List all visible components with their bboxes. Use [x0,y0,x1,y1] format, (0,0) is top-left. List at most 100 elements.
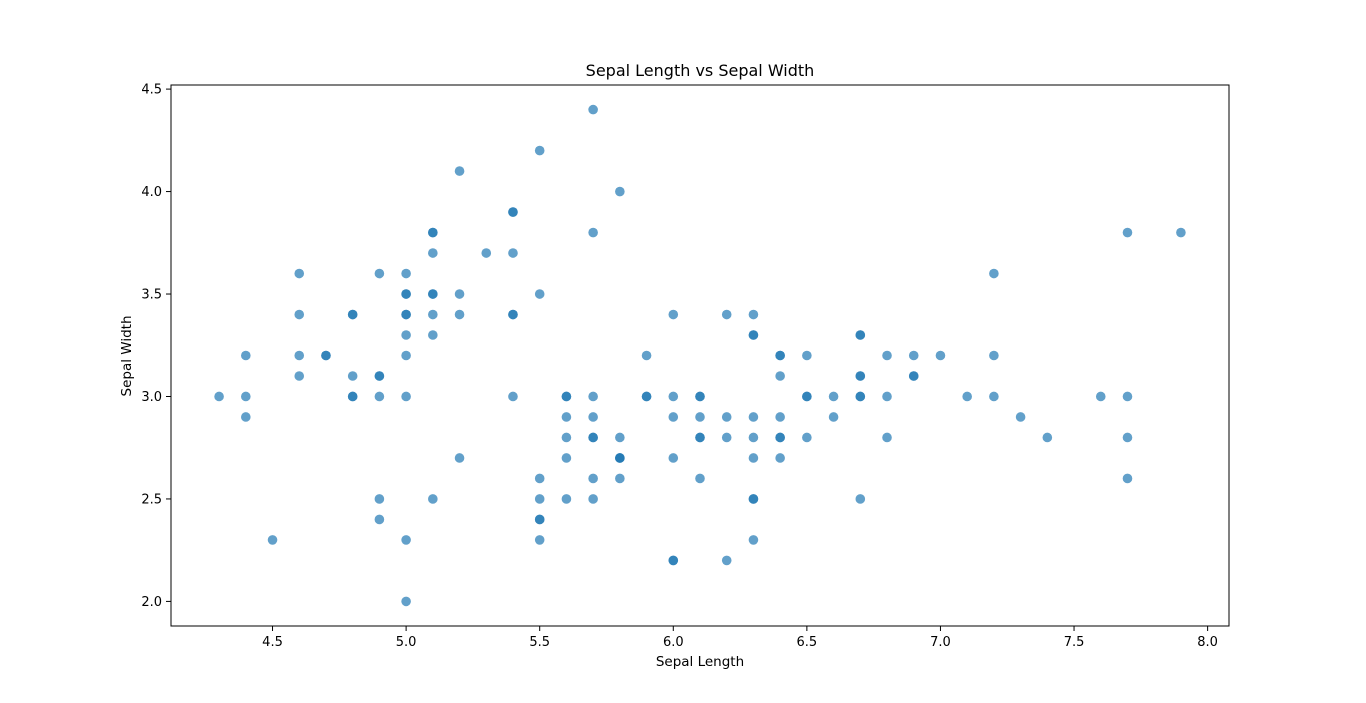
x-tick-label: 4.5 [262,635,283,650]
data-point [668,453,679,463]
data-point [401,268,411,279]
data-point [748,432,759,443]
data-point [588,494,598,504]
data-point [721,432,732,443]
data-point [615,453,625,463]
data-point [401,289,411,299]
data-point [1122,227,1133,238]
data-point [454,453,465,463]
data-point [775,371,785,381]
data-point [588,432,598,443]
data-point [347,371,358,381]
data-point [775,350,785,361]
x-axis-label: Sepal Length [656,654,744,670]
data-point [241,350,251,361]
data-point [908,371,919,381]
data-point [588,473,598,484]
data-point [882,350,892,361]
data-point [347,309,358,320]
data-point [615,473,625,484]
y-tick-label: 4.0 [141,185,162,200]
data-point [508,309,518,320]
data-point [802,350,812,361]
data-point [508,391,518,402]
data-point [588,412,598,422]
data-point [428,309,438,320]
x-tick-label: 5.0 [396,635,417,650]
data-point [401,535,411,545]
data-point [962,391,972,402]
data-point [374,391,385,402]
data-point [428,330,438,340]
data-point [241,391,251,402]
data-point [1176,227,1186,238]
data-point [294,350,305,361]
data-point [641,391,652,402]
data-point [374,514,385,525]
data-point [721,412,732,422]
data-point [588,391,598,402]
data-point [695,432,705,443]
data-point [855,371,866,381]
data-point [802,391,812,402]
data-point [641,350,652,361]
data-point [775,412,785,422]
data-point [748,309,759,320]
data-point [588,227,598,238]
data-point [508,207,518,217]
data-point [588,104,598,115]
data-point [241,412,251,422]
x-axis: 4.5 5.0 5.5 6.0 6.5 7.0 7.5 8.0 [262,626,1218,650]
data-point [748,330,759,340]
data-point [428,248,438,258]
data-point [534,514,545,525]
data-point [775,453,785,463]
y-tick-label: 2.5 [141,492,162,507]
data-point [401,596,411,607]
data-point [668,391,679,402]
data-point [561,432,572,443]
data-point [534,473,545,484]
x-tick-label: 7.5 [1064,635,1085,650]
data-point [855,330,866,340]
axes-frame [170,84,1230,627]
data-point [775,432,785,443]
data-point [855,494,866,504]
data-point [668,555,679,566]
x-tick-label: 5.5 [529,635,550,650]
data-point [294,371,305,381]
data-point [1042,432,1053,443]
data-point [321,350,331,361]
data-point [374,268,385,279]
data-point [428,494,438,504]
data-point [1122,432,1133,443]
data-point [401,309,411,320]
data-point [748,412,759,422]
data-point [1095,391,1106,402]
data-point [828,412,839,422]
data-point [401,330,411,340]
data-point [802,432,812,443]
data-point [481,248,492,258]
y-tick-label: 3.5 [141,288,162,303]
data-point [668,309,679,320]
data-point [561,453,572,463]
data-point [534,145,545,156]
data-point [721,555,732,566]
data-point [615,432,625,443]
data-point [454,309,465,320]
data-point [374,494,385,504]
data-point [748,453,759,463]
data-point [695,412,705,422]
data-point [828,391,839,402]
data-point [561,494,572,504]
data-point [294,309,305,320]
data-point [695,473,705,484]
data-point [989,391,999,402]
data-point [855,391,866,402]
data-point [1122,391,1133,402]
data-point [401,350,411,361]
data-point [615,186,625,197]
data-point [428,227,438,238]
